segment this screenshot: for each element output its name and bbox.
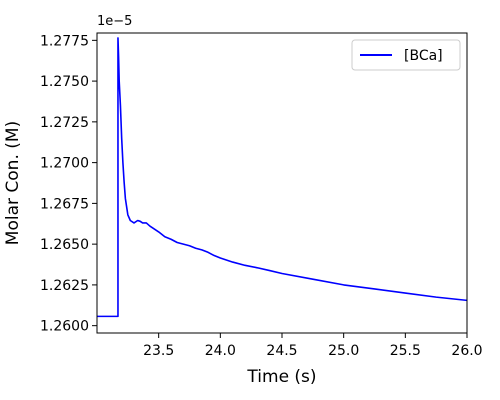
y-offset-label: 1e−5	[97, 14, 132, 29]
plot-area	[96, 32, 468, 334]
y-tick-label: 1.2600	[40, 319, 89, 335]
x-tick-label: 24.5	[266, 343, 297, 359]
x-tick-label: 23.5	[143, 343, 174, 359]
legend-box	[351, 39, 461, 71]
y-tick-label: 1.2750	[40, 74, 89, 90]
x-tick-label: 25.5	[390, 343, 421, 359]
plot-background	[97, 33, 467, 333]
y-tick-label: 1.2725	[40, 115, 89, 131]
y-tick-label: 1.2700	[40, 156, 89, 172]
legend-label-bca: [BCa]	[404, 48, 443, 64]
y-tick-label: 1.2625	[40, 278, 89, 294]
x-tick-label: 24.0	[205, 343, 236, 359]
series-line-bca	[97, 37, 468, 318]
x-axis: 23.5 24.0 24.5 25.0 25.5 26.0	[143, 333, 483, 359]
legend: [BCa]	[351, 39, 461, 71]
y-axis: 1.2600 1.2625 1.2650 1.2675 1.2700 1.2725 1.27…	[40, 33, 97, 335]
y-tick-label: 1.2775	[40, 33, 89, 49]
y-tick-label: 1.2650	[40, 237, 89, 253]
x-axis-label: Time (s)	[246, 367, 316, 387]
x-tick-label: 25.0	[328, 343, 359, 359]
y-tick-label: 1.2675	[40, 196, 89, 212]
y-axis-label: Molar Con. (M)	[3, 121, 23, 245]
x-tick-label: 26.0	[451, 343, 482, 359]
